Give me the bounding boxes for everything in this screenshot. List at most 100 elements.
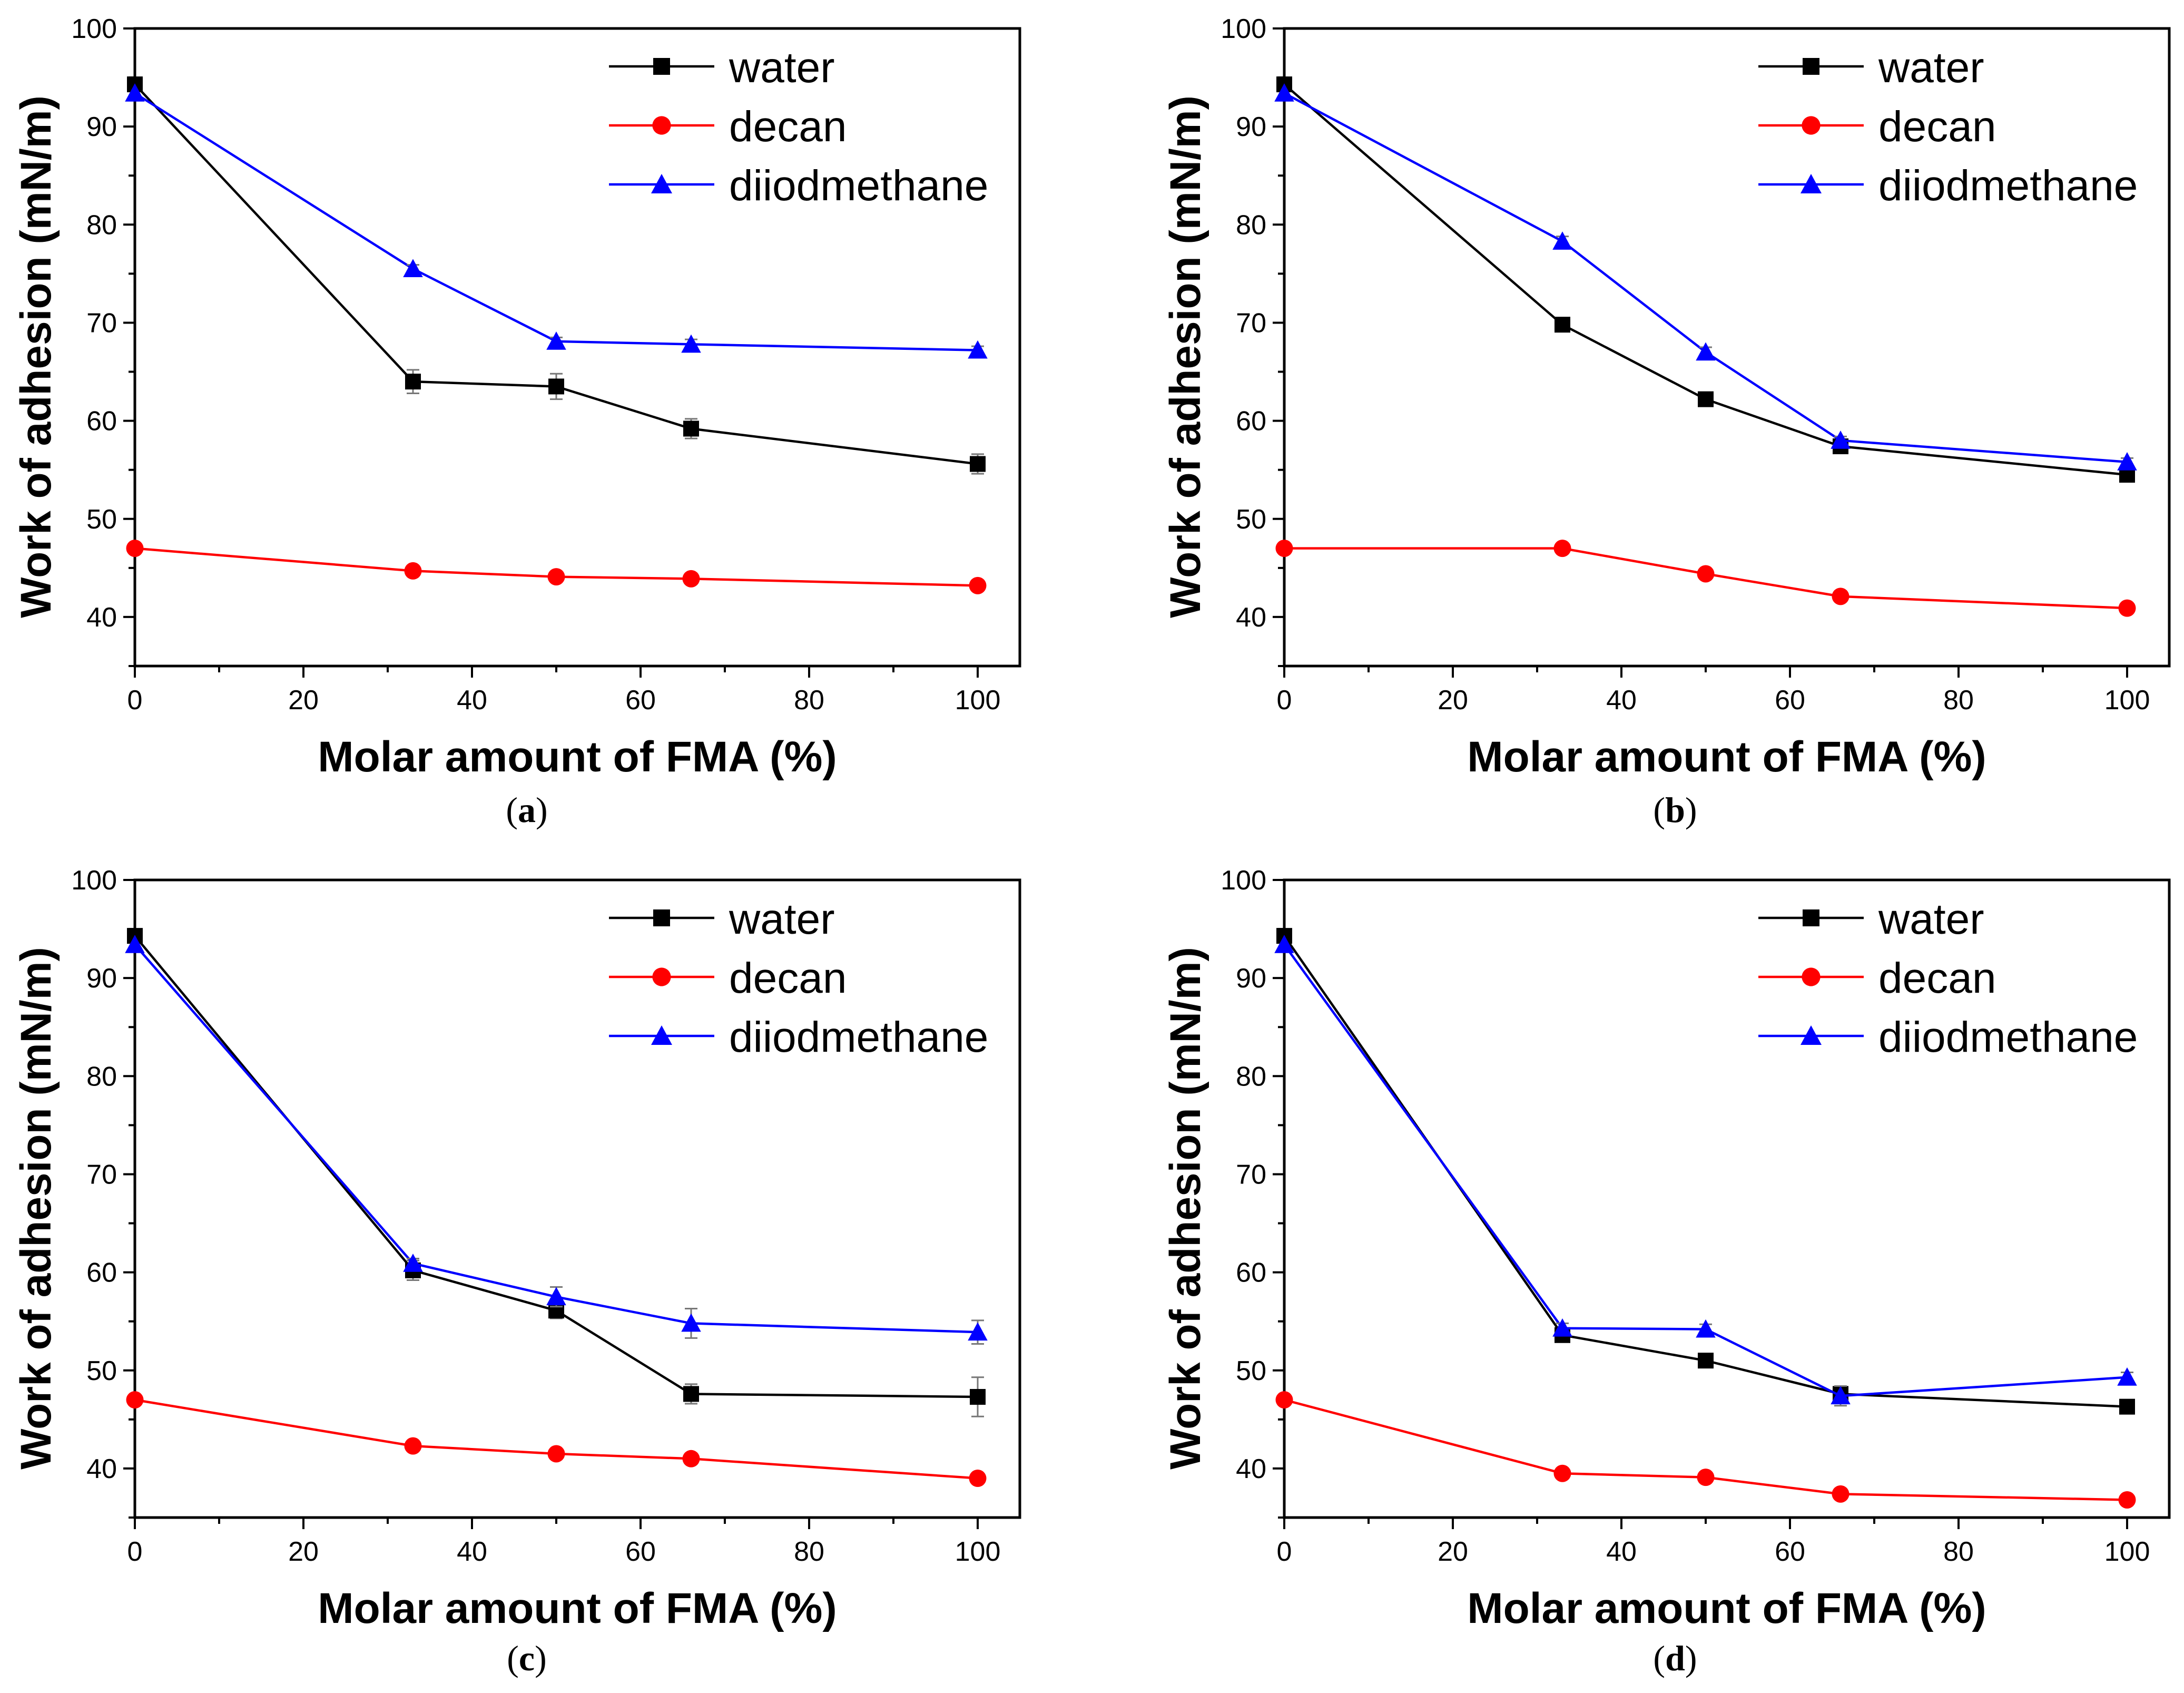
y-tick-label: 70 <box>86 1159 117 1190</box>
data-point-decan <box>1697 1469 1715 1486</box>
y-tick-label: 80 <box>1236 210 1266 240</box>
data-point-decan <box>1697 565 1715 583</box>
series-line-diiodmethane <box>134 92 978 351</box>
data-point-decan <box>126 540 144 557</box>
legend-marker-water <box>653 58 670 75</box>
legend-label-water: water <box>1878 895 1984 943</box>
data-point-diiodmethane <box>1274 83 1294 102</box>
legend-label-decan: decan <box>729 103 847 151</box>
x-axis-title: Molar amount of FMA (%) <box>1467 733 1986 781</box>
data-point-water <box>970 456 986 472</box>
x-tick-label: 20 <box>288 685 319 716</box>
data-point-diiodmethane <box>1552 231 1572 250</box>
legend-marker-water <box>653 909 670 926</box>
series-decan <box>126 1391 987 1488</box>
data-point-decan <box>682 1450 700 1467</box>
y-axis-title: Work of adhesion (mN/m) <box>1162 947 1209 1470</box>
plot-frame <box>1283 878 2171 1519</box>
x-tick-label: 0 <box>127 685 143 716</box>
data-point-diiodmethane <box>681 334 701 353</box>
caption-letter: d <box>1665 1638 1685 1678</box>
data-point-diiodmethane <box>968 1322 988 1341</box>
x-axis-title: Molar amount of FMA (%) <box>318 733 837 781</box>
y-tick-label: 60 <box>1236 1258 1266 1288</box>
data-point-water <box>970 1389 986 1405</box>
y-tick-label: 50 <box>1236 1356 1266 1386</box>
series-water <box>127 928 986 1417</box>
x-tick-label: 80 <box>1943 685 1974 716</box>
chart-panel-c: 0 20 40 60 80 100 40 50 60 70 80 90 100 Molar amount … <box>12 865 1021 1678</box>
y-tick-label: 70 <box>1236 1159 1266 1190</box>
data-point-decan <box>1832 1485 1849 1503</box>
series-water <box>127 76 986 475</box>
data-point-decan <box>1553 540 1571 557</box>
series-line-decan <box>134 1398 978 1480</box>
x-tick-label: 60 <box>625 685 656 716</box>
y-axis-title: Work of adhesion (mN/m) <box>12 947 60 1470</box>
data-point-water <box>1698 1353 1714 1369</box>
x-tick-label: 0 <box>1277 685 1292 716</box>
y-tick-label: 40 <box>86 1454 117 1484</box>
data-point-decan <box>547 568 565 586</box>
y-tick-label: 40 <box>1236 602 1266 633</box>
data-point-diiodmethane <box>125 935 145 953</box>
data-point-decan <box>1832 588 1849 605</box>
data-point-decan <box>126 1391 144 1409</box>
legend-label-diiodmethane: diiodmethane <box>1878 162 2138 210</box>
data-point-decan <box>1553 1464 1571 1482</box>
y-tick-label: 90 <box>1236 112 1266 142</box>
plot-frame <box>133 878 1021 1519</box>
caption-letter: a <box>518 790 536 830</box>
chart-panel-d: 0 20 40 60 80 100 40 50 60 70 80 90 100 Molar amount … <box>1162 865 2171 1678</box>
data-point-water <box>1698 391 1714 407</box>
legend: water decan diiodmethane <box>609 895 988 1061</box>
legend-label-diiodmethane: diiodmethane <box>729 162 988 210</box>
legend: water decan diiodmethane <box>609 44 988 210</box>
y-tick-label: 60 <box>1236 406 1266 437</box>
data-point-water <box>405 374 421 390</box>
legend-label-decan: decan <box>1878 103 1996 151</box>
panel-caption: (c) <box>507 1638 547 1678</box>
data-point-decan <box>547 1445 565 1463</box>
x-tick-label: 100 <box>2104 1537 2150 1567</box>
data-point-diiodmethane <box>546 331 566 350</box>
caption-paren-close: ) <box>1685 1638 1697 1678</box>
data-point-water <box>548 378 564 395</box>
panel-caption: (d) <box>1653 1638 1697 1678</box>
caption-letter: b <box>1665 790 1685 830</box>
data-point-diiodmethane <box>403 259 423 278</box>
data-point-diiodmethane <box>1274 935 1294 953</box>
legend-label-water: water <box>729 895 835 943</box>
legend-label-water: water <box>729 44 835 92</box>
data-point-decan <box>2118 599 2136 617</box>
caption-paren-close: ) <box>535 1638 547 1678</box>
panel-caption: (a) <box>506 790 547 830</box>
y-tick-label: 80 <box>1236 1061 1266 1092</box>
data-point-decan <box>682 570 700 588</box>
legend-marker-decan <box>1802 967 1821 986</box>
y-tick-label: 100 <box>1221 865 1266 896</box>
y-tick-label: 90 <box>86 963 117 994</box>
plot-frame <box>133 27 1021 668</box>
y-axis-title: Work of adhesion (mN/m) <box>1162 95 1209 618</box>
caption-paren-close: ) <box>536 790 548 830</box>
data-point-decan <box>404 1437 422 1455</box>
y-axis-title: Work of adhesion (mN/m) <box>12 95 60 618</box>
x-tick-label: 0 <box>127 1537 143 1567</box>
data-point-diiodmethane <box>1696 1319 1716 1338</box>
series-diiodmethane <box>125 935 988 1345</box>
x-tick-label: 80 <box>794 1537 824 1567</box>
legend-label-diiodmethane: diiodmethane <box>729 1013 988 1061</box>
x-tick-label: 20 <box>288 1537 319 1567</box>
legend-marker-diiodmethane <box>1801 174 1822 193</box>
legend-label-decan: decan <box>729 954 847 1002</box>
legend: water decan diiodmethane <box>1758 895 2138 1061</box>
data-point-diiodmethane <box>2117 452 2137 471</box>
y-tick-label: 50 <box>86 1356 117 1386</box>
legend-marker-decan <box>652 116 671 135</box>
y-tick-label: 60 <box>86 1258 117 1288</box>
x-tick-label: 80 <box>1943 1537 1974 1567</box>
data-point-decan <box>1275 540 1293 557</box>
legend-label-decan: decan <box>1878 954 1996 1002</box>
